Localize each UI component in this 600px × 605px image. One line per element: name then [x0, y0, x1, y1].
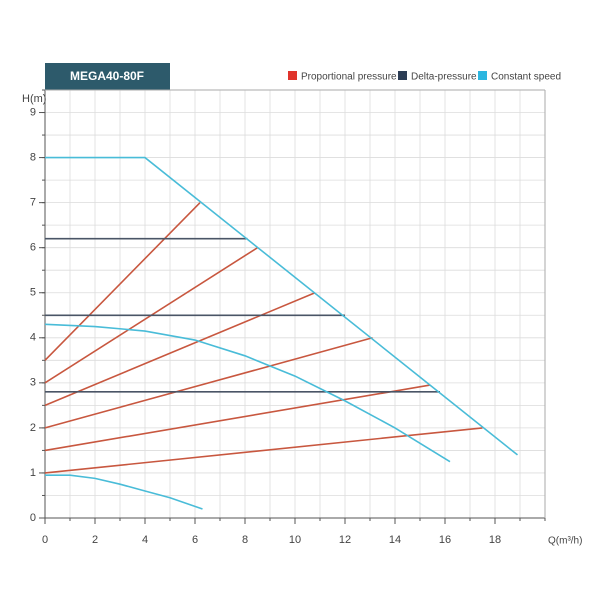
y-tick-label: 6	[30, 242, 36, 254]
y-tick-label: 2	[30, 422, 36, 434]
x-tick-label: 0	[42, 534, 48, 546]
series-line	[45, 474, 203, 510]
chart-title: MEGA40-80F	[70, 69, 144, 83]
series-line	[44, 337, 373, 429]
series-line	[44, 384, 431, 452]
x-tick-label: 10	[289, 534, 301, 546]
legend-swatch	[398, 71, 407, 80]
x-tick-label: 6	[192, 534, 198, 546]
y-tick-label: 4	[30, 332, 36, 344]
title-box	[45, 63, 170, 90]
y-tick-label: 0	[30, 512, 36, 524]
y-tick-label: 1	[30, 467, 36, 479]
legend-label: Delta-pressure	[411, 72, 477, 83]
y-tick-label: 5	[30, 287, 36, 299]
x-tick-label: 16	[439, 534, 451, 546]
legend-swatch	[478, 71, 487, 80]
x-tick-label: 8	[242, 534, 248, 546]
y-tick-label: 9	[30, 106, 36, 118]
series-line	[44, 291, 316, 407]
x-tick-label: 18	[489, 534, 501, 546]
y-tick-label: 8	[30, 151, 36, 163]
legend-label: Proportional pressure	[301, 72, 397, 83]
x-tick-label: 14	[389, 534, 401, 546]
x-tick-label: 2	[92, 534, 98, 546]
legend-swatch	[288, 71, 297, 80]
y-axis-label: H(m)	[22, 93, 46, 105]
x-tick-label: 12	[339, 534, 351, 546]
series-line	[44, 323, 451, 463]
x-tick-label: 4	[142, 534, 148, 546]
y-tick-label: 3	[30, 377, 36, 389]
y-tick-label: 7	[30, 197, 36, 209]
x-axis-label: Q(m³/h)	[548, 536, 582, 547]
series-line	[44, 427, 483, 474]
series-line	[44, 202, 201, 361]
legend-label: Constant speed	[491, 72, 561, 83]
series-line	[45, 156, 518, 456]
